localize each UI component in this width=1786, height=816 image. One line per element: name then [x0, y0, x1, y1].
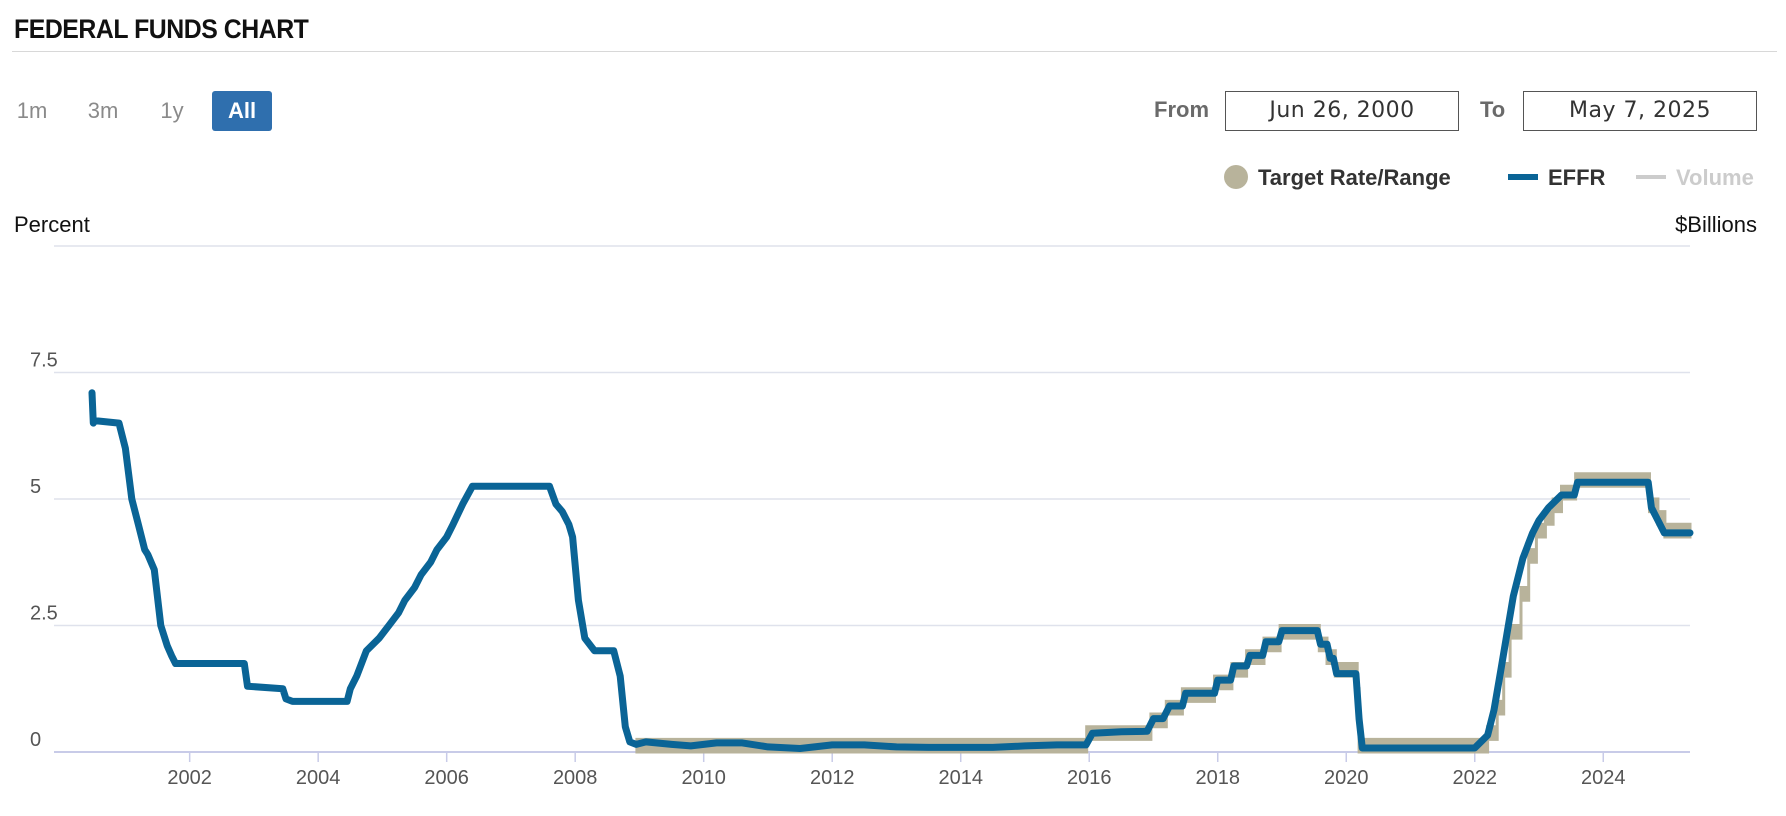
y-tick-label: 5 — [30, 476, 41, 498]
legend-item-target[interactable]: Target Rate/Range — [1224, 163, 1451, 193]
x-tick-label: 2012 — [810, 767, 855, 789]
range-button-all[interactable]: All — [212, 91, 272, 131]
y-axis-title: Percent — [14, 212, 90, 237]
legend-marker-target-icon — [1224, 165, 1248, 190]
legend-marker-volume-icon — [1636, 175, 1666, 180]
legend-label-target: Target Rate/Range — [1258, 165, 1451, 190]
x-tick-label: 2016 — [1067, 767, 1112, 789]
x-tick-label: 2014 — [938, 767, 983, 789]
title-divider — [12, 51, 1777, 52]
x-tick-label: 2006 — [424, 767, 469, 789]
x-tick-label: 2002 — [167, 767, 212, 789]
series-effr-line — [88, 389, 1694, 752]
y-tick-label: 0 — [30, 729, 41, 751]
range-button-1y[interactable]: 1y — [160, 98, 184, 123]
x-tick-label: 2022 — [1452, 767, 1497, 789]
legend-label-volume: Volume — [1676, 165, 1754, 190]
legend-marker-effr-icon — [1508, 174, 1538, 181]
y2-axis-title: $Billions — [1675, 212, 1757, 237]
x-tick-label: 2020 — [1324, 767, 1369, 789]
to-date-input[interactable]: May 7, 2025 — [1523, 91, 1757, 131]
legend-label-effr: EFFR — [1548, 165, 1606, 190]
from-date-input[interactable]: Jun 26, 2000 — [1225, 91, 1459, 131]
x-tick-label: 2018 — [1195, 767, 1240, 789]
to-label: To — [1480, 97, 1506, 122]
from-label: From — [1154, 97, 1209, 122]
x-tick-label: 2004 — [296, 767, 341, 789]
range-button-1m[interactable]: 1m — [16, 98, 48, 123]
y-tick-label: 2.5 — [30, 603, 58, 625]
x-tick-label: 2010 — [681, 767, 726, 789]
legend-item-volume[interactable]: Volume — [1636, 163, 1754, 193]
legend-item-effr[interactable]: EFFR — [1508, 163, 1605, 193]
range-button-3m[interactable]: 3m — [87, 98, 119, 123]
page-title: FEDERAL FUNDS CHART — [14, 14, 309, 44]
x-tick-label: 2008 — [553, 767, 598, 789]
x-tick-label: 2024 — [1581, 767, 1626, 789]
y-tick-label: 7.5 — [30, 350, 58, 372]
